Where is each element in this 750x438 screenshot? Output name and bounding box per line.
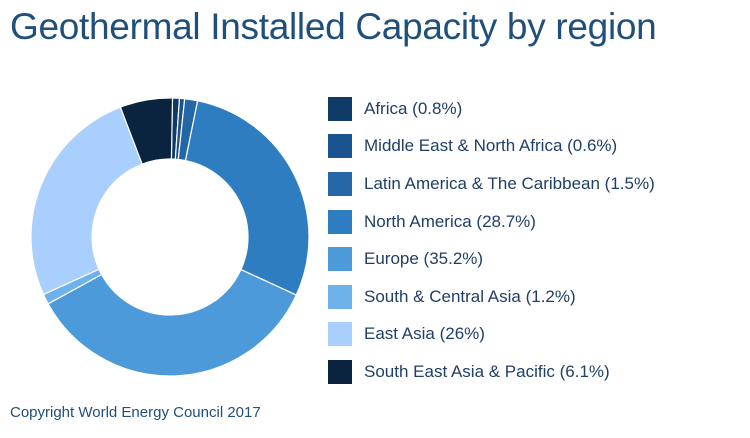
legend-label: Middle East & North Africa (0.6%) [364,136,618,156]
legend-item: North America (28.7%) [328,203,655,241]
legend-item: Latin America & The Caribbean (1.5%) [328,165,655,203]
legend-swatch [328,209,352,234]
chart-title: Geothermal Installed Capacity by region [10,6,657,47]
donut-slice-6 [30,106,143,296]
legend-item: South East Asia & Pacific (6.1%) [328,353,655,391]
donut-slice-7 [119,97,174,165]
legend-item: Europe (35.2%) [328,240,655,278]
legend-label: North America (28.7%) [364,211,536,231]
legend-item: Middle East & North Africa (0.6%) [328,128,655,166]
legend-swatch [328,284,352,309]
legend-item: Africa (0.8%) [328,90,655,128]
legend-item: East Asia (26%) [328,316,655,354]
legend-swatch [328,96,352,121]
donut-slice-3 [184,100,310,296]
legend-label: Europe (35.2%) [364,249,484,269]
legend-swatch [328,171,352,196]
legend-label: Latin America & The Caribbean (1.5%) [364,173,655,193]
legend-label: Africa (0.8%) [364,98,463,118]
chart-legend: Africa (0.8%) Middle East & North Africa … [328,90,655,391]
copyright-footer: Copyright World Energy Council 2017 [10,404,261,421]
legend-swatch [328,134,352,159]
legend-label: South & Central Asia (1.2%) [364,286,576,306]
legend-swatch [328,359,352,384]
donut-chart [30,97,310,377]
legend-label: East Asia (26%) [364,324,485,344]
legend-label: South East Asia & Pacific (6.1%) [364,361,610,381]
legend-swatch [328,247,352,272]
legend-item: South & Central Asia (1.2%) [328,278,655,316]
donut-slice-4 [47,268,298,377]
legend-swatch [328,322,352,347]
